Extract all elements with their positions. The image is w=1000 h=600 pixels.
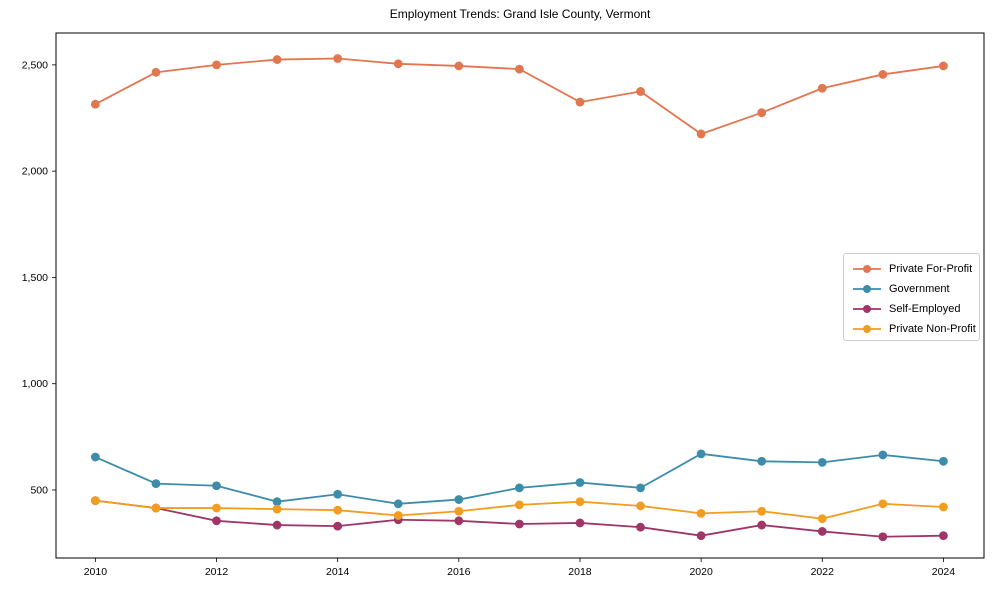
data-point-marker [939, 456, 948, 466]
data-point-marker [393, 499, 403, 509]
data-point-marker [393, 59, 403, 69]
legend-item: Government [852, 279, 979, 299]
y-tick-label: 2,500 [22, 59, 48, 71]
data-point-marker [393, 511, 403, 520]
data-point-marker [212, 516, 221, 526]
data-point-marker [696, 531, 706, 541]
x-tick-label: 2022 [811, 566, 835, 578]
data-point-marker [878, 499, 888, 509]
data-point-marker [757, 456, 767, 466]
legend-marker-icon [853, 325, 881, 333]
data-point-marker [333, 54, 343, 63]
data-point-marker [272, 55, 282, 64]
y-tick-label: 500 [30, 484, 48, 496]
data-point-marker [696, 129, 706, 139]
data-point-marker [333, 505, 343, 515]
data-point-marker [817, 457, 827, 467]
data-point-marker [212, 481, 221, 491]
data-point-marker [878, 532, 888, 542]
legend-item: Private For-Profit [852, 259, 979, 279]
data-point-marker [696, 508, 706, 518]
y-tick-label: 1,000 [22, 378, 48, 390]
data-point-marker [878, 450, 888, 460]
data-point-marker [151, 479, 161, 489]
data-point-marker [757, 506, 767, 516]
data-point-marker [151, 67, 161, 77]
data-point-marker [454, 61, 464, 71]
data-point-marker [939, 502, 948, 512]
data-point-marker [575, 478, 585, 487]
data-point-marker [514, 500, 524, 510]
legend: Private For-Profit Government Self-Employe… [843, 253, 980, 341]
data-point-marker [90, 452, 100, 462]
x-tick-label: 2018 [568, 566, 592, 578]
data-point-marker [272, 504, 282, 514]
x-tick-label: 2016 [447, 566, 471, 578]
data-point-marker [514, 64, 524, 74]
data-point-marker [817, 514, 827, 524]
data-point-marker [212, 60, 221, 70]
x-tick-label: 2020 [689, 566, 713, 578]
data-point-marker [636, 501, 645, 511]
data-point-marker [575, 518, 585, 528]
data-point-marker [454, 516, 464, 526]
y-tick-label: 2,000 [22, 166, 48, 178]
data-point-marker [817, 527, 827, 536]
legend-item: Private Non-Profit [852, 319, 979, 339]
data-point-marker [575, 497, 585, 507]
data-point-marker [90, 99, 100, 109]
data-point-marker [454, 506, 464, 516]
data-point-marker [757, 520, 767, 530]
data-point-marker [333, 489, 343, 499]
plot-frame [55, 32, 985, 559]
data-point-marker [757, 108, 767, 118]
legend-item: Self-Employed [852, 299, 979, 319]
series-line [95, 452, 944, 505]
legend-marker-icon [853, 285, 881, 293]
data-point-marker [575, 97, 585, 107]
data-point-marker [151, 503, 161, 513]
data-point-marker [636, 522, 645, 532]
data-point-marker [333, 521, 343, 531]
legend-marker-icon [853, 305, 881, 313]
y-tick-label: 1,500 [22, 272, 48, 284]
chart-title: Employment Trends: Grand Isle County, Ve… [389, 7, 651, 21]
x-tick-label: 2014 [326, 566, 350, 578]
data-point-marker [939, 61, 948, 71]
x-tick-label: 2024 [932, 566, 956, 578]
data-point-marker [878, 70, 888, 79]
data-point-marker [939, 531, 948, 541]
data-point-marker [454, 495, 464, 504]
data-point-marker [817, 83, 827, 93]
data-point-marker [514, 519, 524, 529]
legend-item-label: Private For-Profit [889, 263, 973, 275]
data-point-marker [636, 483, 645, 493]
x-tick-label: 2010 [84, 566, 108, 578]
data-point-marker [272, 520, 282, 530]
legend-item-label: Self-Employed [889, 303, 961, 315]
data-point-marker [90, 496, 100, 506]
data-point-marker [272, 497, 282, 507]
data-point-marker [514, 483, 524, 493]
legend-item-label: Private Non-Profit [889, 323, 976, 335]
data-point-marker [212, 503, 221, 513]
x-tick-label: 2012 [205, 566, 229, 578]
data-point-marker [636, 87, 645, 96]
data-point-marker [696, 449, 706, 459]
legend-marker-icon [853, 265, 881, 273]
legend-item-label: Government [889, 283, 950, 295]
